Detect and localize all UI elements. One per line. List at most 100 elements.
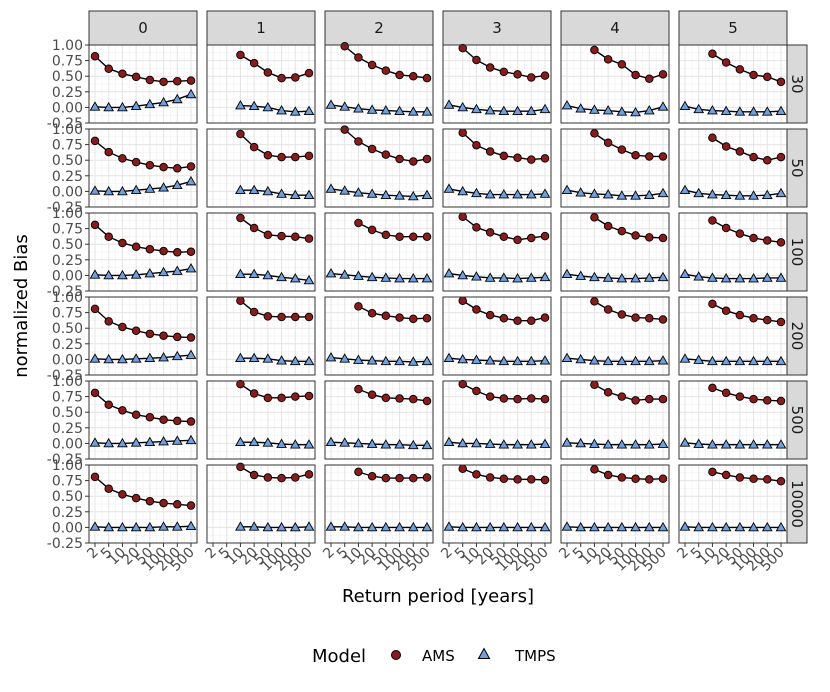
- tmps-point: [720, 521, 732, 532]
- panel-border: [442, 296, 552, 376]
- ams-point: [367, 144, 377, 154]
- tmps-point: [421, 355, 433, 366]
- panel-border: [206, 464, 316, 544]
- ams-point: [263, 68, 273, 77]
- ams-point: [131, 242, 141, 251]
- tmps-point: [679, 521, 691, 531]
- facet-strip-row-label: 50: [788, 158, 806, 177]
- ams-point: [173, 164, 182, 173]
- facet-strip-col: [88, 10, 198, 46]
- tmps-point: [443, 521, 455, 531]
- tmps-point: [657, 438, 669, 448]
- panel-border: [206, 296, 316, 376]
- ams-point: [354, 384, 363, 394]
- ams-point: [631, 231, 640, 240]
- tmps-point: [303, 105, 315, 116]
- ams-point: [485, 228, 495, 237]
- panel-border: [324, 296, 434, 376]
- ams-point: [631, 70, 640, 80]
- ams-point: [304, 68, 314, 78]
- ams-point: [721, 470, 731, 480]
- ams-point: [721, 223, 731, 233]
- ams-point: [277, 73, 286, 83]
- ams-point: [472, 223, 481, 232]
- tmps-point: [339, 437, 351, 447]
- y-tick-label: 0.75: [52, 138, 83, 154]
- tmps-point: [103, 185, 115, 196]
- tmps-point: [339, 521, 351, 531]
- tmps-point: [325, 99, 337, 109]
- tmps-point: [761, 106, 773, 116]
- y-tick-label: 0.25: [52, 85, 83, 101]
- tmps-point: [144, 521, 156, 532]
- ams-point: [485, 147, 495, 156]
- tmps-point: [407, 356, 419, 366]
- ams-point: [721, 306, 731, 315]
- ams-point: [263, 230, 273, 240]
- tmps-point: [103, 353, 115, 364]
- ams-point: [603, 387, 613, 397]
- panel-border: [324, 464, 434, 544]
- ams-point: [118, 154, 127, 163]
- ams-point: [249, 58, 259, 68]
- tmps-point: [117, 101, 128, 112]
- tmps-point: [539, 271, 551, 282]
- tmps-point: [117, 437, 128, 448]
- ams-point: [590, 297, 599, 306]
- ams-point: [173, 76, 182, 86]
- ams-point: [776, 317, 786, 327]
- y-tick-label: 1.00: [52, 122, 83, 138]
- tmps-point: [421, 106, 433, 116]
- tmps-point: [380, 105, 392, 115]
- ams-point: [409, 71, 418, 81]
- legend-title: Model: [312, 646, 366, 667]
- ams-point: [104, 317, 113, 326]
- panel-border: [678, 44, 788, 124]
- panel-border: [678, 212, 788, 292]
- facet-panel: [560, 464, 670, 544]
- ams-point: [186, 501, 196, 510]
- ams-point: [145, 244, 155, 254]
- ams-point: [540, 394, 550, 404]
- tmps-point: [539, 188, 551, 198]
- tmps-point: [89, 269, 101, 279]
- ams-point: [763, 396, 772, 405]
- tmps-point: [89, 521, 101, 531]
- ams-point: [277, 231, 286, 241]
- ams-point: [354, 302, 363, 311]
- ams-point: [749, 70, 758, 80]
- panels-layer: 0 1 2 3 4 5 30 50 100 200 500 10000: [88, 10, 808, 544]
- tmps-point: [380, 439, 392, 449]
- tmps-point: [262, 353, 274, 363]
- ams-point: [291, 312, 300, 322]
- tmps-point: [616, 521, 628, 532]
- tmps-point: [289, 273, 301, 283]
- tmps-point: [589, 521, 600, 532]
- ams-point: [159, 162, 168, 172]
- legend-entry-ams: AMS: [391, 647, 455, 665]
- tmps-point: [734, 190, 746, 200]
- ams-point: [658, 70, 668, 79]
- ams-point: [291, 473, 300, 482]
- tmps-point: [303, 274, 315, 285]
- y-tick-label: 0.25: [52, 505, 83, 521]
- ams-point: [90, 304, 100, 314]
- ams-point: [90, 472, 100, 482]
- tmps-point: [158, 182, 169, 192]
- ams-point: [90, 136, 100, 146]
- tmps-point: [248, 268, 260, 279]
- tmps-point: [525, 105, 537, 116]
- tmps-point: [144, 436, 156, 447]
- ams-point: [236, 50, 245, 60]
- facet-panel: [678, 44, 788, 124]
- ams-point: [590, 45, 599, 55]
- tmps-point: [643, 521, 655, 532]
- ams-point: [721, 58, 731, 67]
- ams-point: [540, 313, 550, 322]
- tmps-point: [394, 190, 405, 200]
- ams-point: [513, 394, 522, 404]
- ams-point: [458, 379, 467, 389]
- tmps-point: [525, 189, 537, 199]
- ams-point: [617, 392, 627, 401]
- tmps-point: [775, 355, 787, 366]
